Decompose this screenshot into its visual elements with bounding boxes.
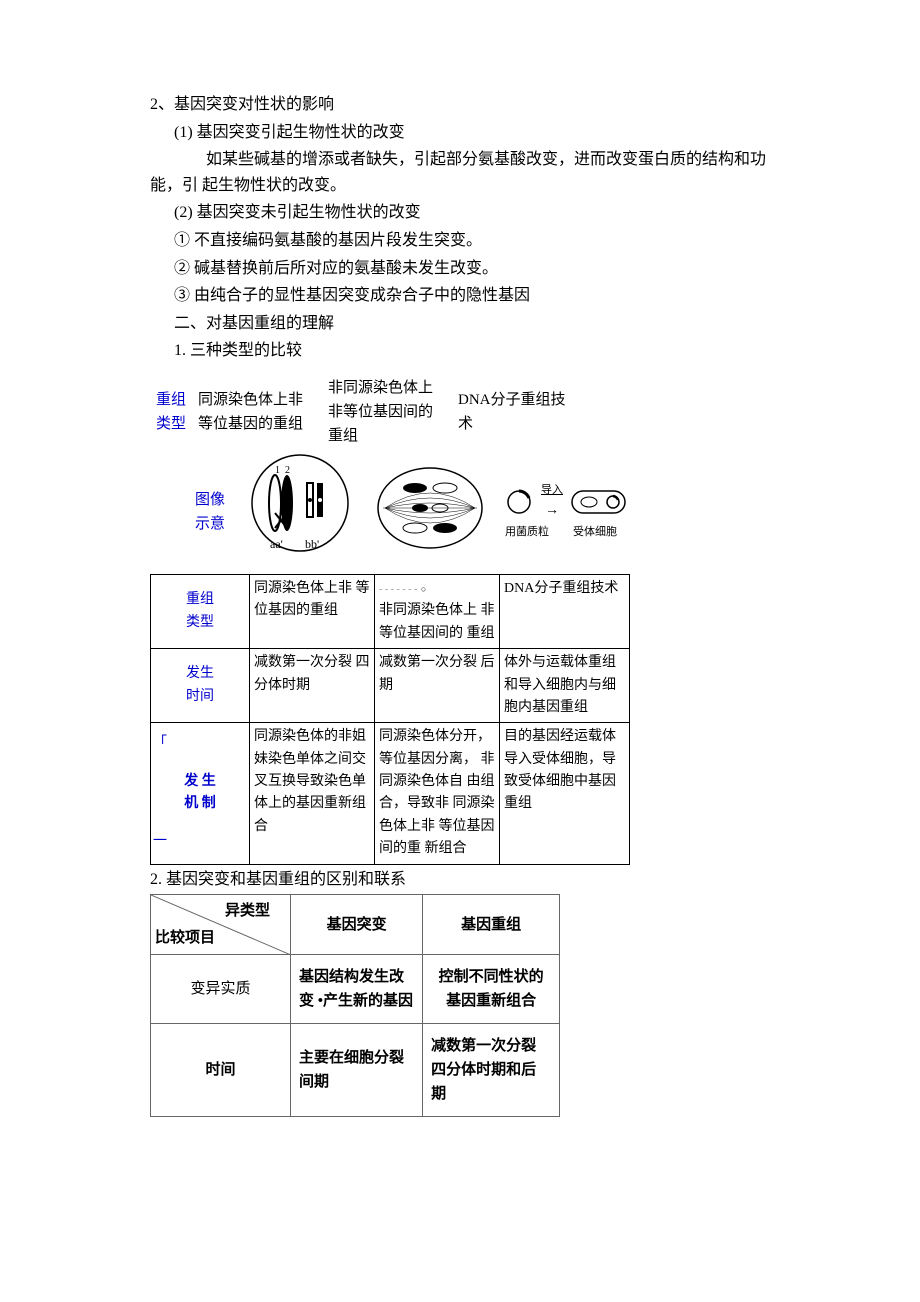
item-1-text: 如某些碱基的增添或者缺失，引起部分氨基酸改变，进而改变蛋白质的结构和功能，引 起…	[150, 147, 770, 198]
detailed-comparison-table: 重组 类型 同源染色体上非 等位基因的重组 - - - - - - - ○ 非同…	[150, 574, 630, 865]
mutation-recombination-compare-table: 异类型 比较项目 基因突变 基因重组 变异实质 基因结构发生改 变 •产生新的基…	[150, 894, 560, 1117]
row1-c2: - - - - - - - ○ 非同源染色体上 非等位基因间的 重组	[375, 574, 500, 648]
table-row: 发生 时间 减数第一次分裂 四分体时期 减数第一次分裂 后期 体外与运载体重组和…	[151, 649, 630, 723]
table-row: 时间 主要在细胞分裂 间期 减数第一次分裂 四分体时期和后 期	[151, 1024, 560, 1117]
meiosis-spindle-diagram	[375, 458, 485, 567]
row2-header: 发生 时间	[151, 649, 250, 723]
row1-c3: DNA分子重组技术	[500, 574, 630, 648]
row3-c3: 目的基因经运载体导入受体细胞，导致受体细胞中基因重组	[500, 723, 630, 864]
section-er-title: 二、对基因重组的理解	[150, 311, 770, 337]
table-row: 「 发 生 机 制 一 同源染色体的非姐妹染色单体之间交叉互换导致染色单体上的基…	[151, 723, 630, 864]
row2-c3: 体外与运载体重组和导入细胞内与细胞内基因重组	[500, 649, 630, 723]
row3-header: 「 发 生 机 制 一	[151, 723, 250, 864]
row1-c1: 同源染色体上非 等位基因的重组	[250, 574, 375, 648]
table1-col1: 同源染色体上非 等位基因的重组	[192, 372, 322, 452]
plasmid-icon	[505, 488, 533, 516]
row-essence-label: 变异实质	[151, 955, 291, 1024]
header-mutation: 基因突变	[291, 895, 423, 955]
section-2-title: 2、基因突变对性状的影响	[150, 92, 770, 118]
header-recombination: 基因重组	[423, 895, 560, 955]
row-time-c2: 减数第一次分裂 四分体时期和后 期	[423, 1024, 560, 1117]
types-header-table: 重组 类型 同源染色体上非 等位基因的重组 非同源染色体上 非等位基因间的 重组…	[150, 372, 572, 452]
image-illustration-row: 图像 示意 1 2 aa' bb'	[150, 452, 770, 572]
image-row-label: 图像 示意	[195, 488, 225, 536]
item-2-sub2: ② 碱基替换前后所对应的氨基酸未发生改变。	[150, 256, 770, 282]
sub1-title: 1. 三种类型的比较	[150, 338, 770, 364]
table-row: 变异实质 基因结构发生改 变 •产生新的基因 控制不同性状的 基因重新组合	[151, 955, 560, 1024]
chromosome-crossover-diagram: 1 2 aa' bb'	[245, 453, 355, 572]
compare-section-title: 2. 基因突变和基因重组的区别和联系	[150, 867, 770, 893]
svg-text:aa': aa'	[270, 537, 283, 551]
row-essence-c2: 控制不同性状的 基因重新组合	[423, 955, 560, 1024]
row2-c2: 减数第一次分裂 后期	[375, 649, 500, 723]
row-time-c1: 主要在细胞分裂 间期	[291, 1024, 423, 1117]
table1-col3: DNA分子重组技 术	[452, 372, 572, 452]
row2-c1: 减数第一次分裂 四分体时期	[250, 649, 375, 723]
table-row: 重组 类型 同源染色体上非 等位基因的重组 - - - - - - - ○ 非同…	[151, 574, 630, 648]
recipient-cell-icon	[571, 490, 626, 514]
row-time-label: 时间	[151, 1024, 291, 1117]
table1-row-header: 重组 类型	[150, 372, 192, 452]
item-2-title: (2) 基因突变未引起生物性状的改变	[150, 200, 770, 226]
row-essence-c1: 基因结构发生改 变 •产生新的基因	[291, 955, 423, 1024]
dna-recombination-diagram: 导入 → 用菌质粒 受体细胞	[505, 482, 626, 542]
row1-header: 重组 类型	[151, 574, 250, 648]
row3-c2: 同源染色体分开， 等位基因分离， 非同源染色体自 由组合，导致非 同源染色体上非…	[375, 723, 500, 864]
row3-c1: 同源染色体的非姐妹染色单体之间交叉互换导致染色单体上的基因重新组合	[250, 723, 375, 864]
svg-text:bb': bb'	[305, 537, 319, 551]
item-1-title: (1) 基因突变引起生物性状的改变	[150, 120, 770, 146]
item-2-sub3: ③ 由纯合子的显性基因突变成杂合子中的隐性基因	[150, 283, 770, 309]
diagonal-header-cell: 异类型 比较项目	[151, 895, 291, 955]
svg-text:2: 2	[285, 465, 290, 476]
table-row: 异类型 比较项目 基因突变 基因重组	[151, 895, 560, 955]
item-2-sub1: ① 不直接编码氨基酸的基因片段发生突变。	[150, 228, 770, 254]
table1-col2: 非同源染色体上 非等位基因间的 重组	[322, 372, 452, 452]
